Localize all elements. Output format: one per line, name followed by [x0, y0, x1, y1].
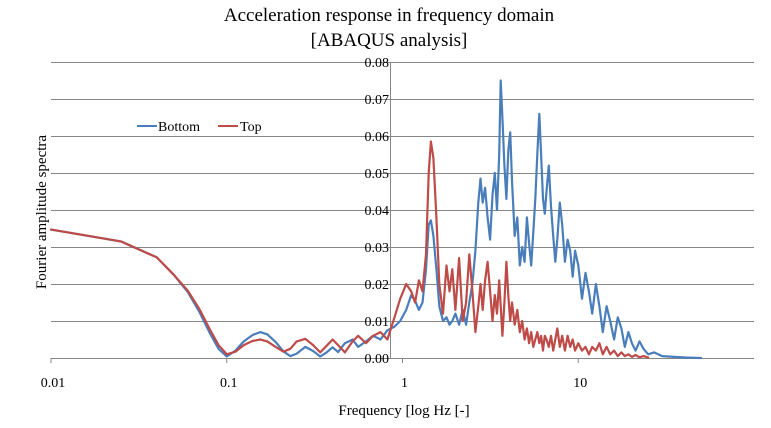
- x-tick-label-0: 0.01: [41, 376, 66, 391]
- y-tick-label-3: 0.03: [365, 241, 390, 256]
- y-tick-label-8: 0.08: [365, 56, 390, 71]
- y-tick-label-4: 0.04: [365, 204, 390, 219]
- legend-label-bottom: Bottom: [158, 120, 200, 135]
- series-line-bottom: [49, 79, 703, 360]
- x-tick-label-1: 0.1: [220, 376, 238, 391]
- x-axis-ticks: 0.01 0.1 1 10: [41, 358, 587, 391]
- legend-label-top: Top: [240, 120, 262, 135]
- gridlines: [51, 62, 754, 359]
- x-tick-label-2: 1: [401, 376, 408, 391]
- y-tick-label-5: 0.05: [365, 167, 390, 182]
- y-tick-label-1: 0.01: [365, 315, 390, 330]
- y-tick-label-7: 0.07: [365, 93, 390, 108]
- chart-subtitle: [ABAQUS analysis]: [311, 30, 468, 51]
- y-tick-label-6: 0.06: [365, 130, 390, 145]
- y-tick-label-0: 0.00: [365, 352, 390, 367]
- series-lines: [49, 79, 703, 360]
- x-axis-title: Frequency [log Hz [-]: [338, 403, 469, 419]
- series-line-top: [49, 140, 650, 359]
- chart-title: Acceleration response in frequency domai…: [224, 5, 555, 26]
- y-tick-label-2: 0.02: [365, 278, 390, 293]
- x-tick-label-3: 10: [573, 376, 587, 391]
- y-axis-title: Fourier amplitude spectra: [34, 135, 50, 289]
- y-axis-ticks: 0.00 0.01 0.02 0.03 0.04 0.05 0.06 0.07 0.08: [365, 56, 390, 367]
- legend: Bottom Top: [137, 120, 262, 135]
